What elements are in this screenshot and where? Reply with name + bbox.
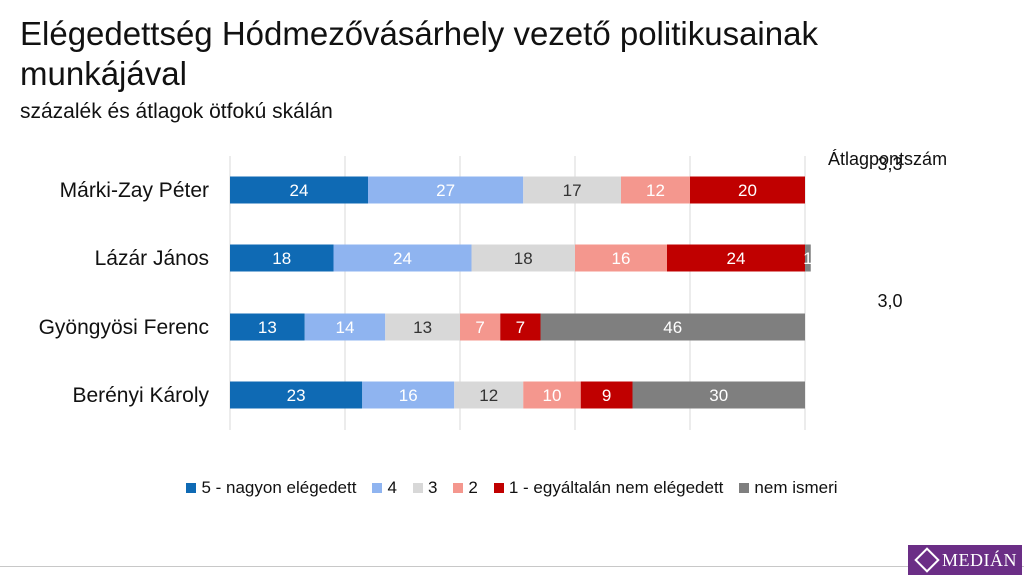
legend-label: 5 - nagyon elégedett xyxy=(201,478,357,497)
data-label: 1 xyxy=(803,249,812,268)
bar-segment xyxy=(500,313,541,341)
data-label: 18 xyxy=(514,249,533,268)
bar-segment xyxy=(667,244,805,272)
legend-item: 2 xyxy=(453,478,478,498)
data-label: 7 xyxy=(475,318,484,337)
bar-segment xyxy=(523,176,621,204)
bar-segment xyxy=(385,313,460,341)
bar-segment xyxy=(632,381,805,409)
bar-segment xyxy=(580,381,633,409)
legend-swatch xyxy=(493,483,504,493)
category-label: Gyöngyösi Ferenc xyxy=(39,316,209,339)
data-label: 13 xyxy=(258,318,277,337)
legend-label: 4 xyxy=(387,478,397,497)
category-label: Lázár János xyxy=(95,247,209,270)
legend-item: 1 - egyáltalán nem elégedett xyxy=(493,478,724,498)
data-label: 24 xyxy=(290,181,309,200)
data-label: 18 xyxy=(272,249,291,268)
footer-divider xyxy=(0,566,1024,567)
data-label: 12 xyxy=(646,181,665,200)
bar-segment xyxy=(362,381,455,409)
legend-swatch xyxy=(372,483,383,493)
data-label: 30 xyxy=(709,386,728,405)
chart-title: Elégedettség Hódmezővásárhely vezető pol… xyxy=(20,15,818,92)
logo-text: MEDIÁN xyxy=(942,549,1017,570)
average-column-header: Átlagpontszám xyxy=(828,149,948,169)
data-label: 13 xyxy=(413,318,432,337)
bar-segment xyxy=(304,313,386,341)
legend-swatch xyxy=(453,483,464,493)
bar-segment xyxy=(230,176,368,204)
bar-segment xyxy=(575,244,667,272)
legend-label: 3 xyxy=(427,478,438,497)
category-label: Berényi Károly xyxy=(72,384,209,407)
legend-item: 4 xyxy=(372,478,397,498)
data-label: 14 xyxy=(336,318,355,337)
legend-item: 3 xyxy=(412,478,438,498)
bar-segment xyxy=(230,381,363,409)
legend-item: nem ismeri xyxy=(739,478,838,498)
bar-segment xyxy=(805,244,811,272)
bar-segment xyxy=(230,244,334,272)
category-label: Márki-Zay Péter xyxy=(60,179,209,202)
average-value: 3,3 xyxy=(877,154,902,174)
data-label: 12 xyxy=(479,386,498,405)
bar-segment xyxy=(333,244,472,272)
average-value: 3,0 xyxy=(877,291,902,311)
bar-segment xyxy=(460,313,501,341)
data-label: 16 xyxy=(399,386,418,405)
legend-swatch xyxy=(186,483,197,493)
bar-segment xyxy=(621,176,690,204)
bar-segment xyxy=(230,313,305,341)
data-label: 27 xyxy=(436,181,455,200)
median-logo: MEDIÁN xyxy=(908,545,1022,575)
data-label: 20 xyxy=(738,181,757,200)
legend-item: 5 - nagyon elégedett xyxy=(186,478,356,498)
bar-segment xyxy=(540,313,805,341)
chart-legend: 5 - nagyon elégedett 4 3 2 1 - egyáltalán ne… xyxy=(0,478,1024,498)
bar-segment xyxy=(690,176,805,204)
logo-diamond-icon xyxy=(914,547,940,573)
legend-swatch xyxy=(412,483,423,493)
data-label: 24 xyxy=(727,249,746,268)
bar-segment xyxy=(368,176,524,204)
data-label: 16 xyxy=(612,249,631,268)
data-label: 23 xyxy=(287,386,306,405)
data-label: 17 xyxy=(563,181,582,200)
data-label: 46 xyxy=(663,318,682,337)
data-label: 10 xyxy=(543,386,562,405)
data-label: 24 xyxy=(393,249,412,268)
legend-label: 1 - egyáltalán nem elégedett xyxy=(508,478,724,497)
legend-label: nem ismeri xyxy=(754,478,838,497)
data-label: 9 xyxy=(602,386,611,405)
chart-subtitle: százalék és átlagok ötfokú skálán xyxy=(20,100,333,123)
legend-label: 2 xyxy=(468,478,478,497)
data-label: 7 xyxy=(516,318,525,337)
bar-segment xyxy=(471,244,575,272)
bar-segment xyxy=(523,381,581,409)
legend-swatch xyxy=(739,483,750,493)
bar-segment xyxy=(454,381,524,409)
